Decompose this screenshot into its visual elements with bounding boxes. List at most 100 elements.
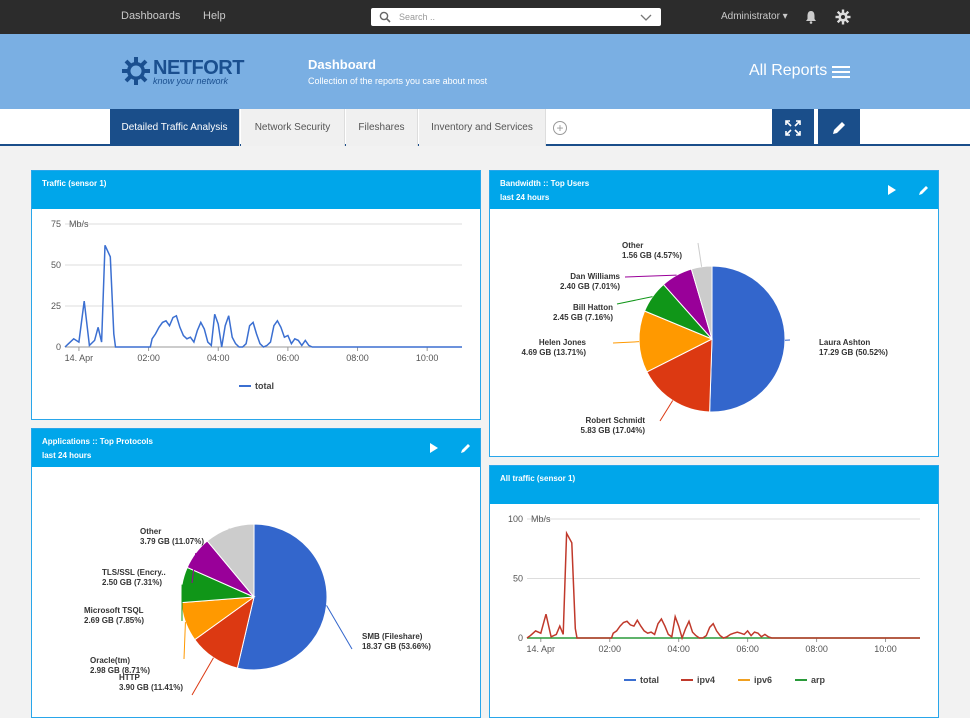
netfort-gear-logo-icon [121,56,151,86]
y-axis-unit: Mb/s [69,219,89,229]
gear-icon[interactable] [835,9,851,25]
slice-label: Oracle(tm) [90,656,130,665]
slice-value: 3.90 GB (11.41%) [119,683,183,692]
logo-tagline: know your network [153,76,228,86]
top-navigation-bar: Dashboards Help Search .. Administrator … [0,0,970,34]
slice-leader-line [698,243,702,267]
all-reports-link[interactable]: All Reports [749,62,827,80]
series-line-ipv4 [527,533,920,638]
slice-value: 2.98 GB (8.71%) [90,666,150,675]
bandwidth-panel-header: Bandwidth :: Top Users last 24 hours [490,171,938,209]
y-tick-label: 25 [51,301,61,311]
fullscreen-button[interactable] [772,109,814,146]
slice-label: Laura Ashton [819,338,870,347]
slice-value: 2.50 GB (7.31%) [102,578,162,587]
bandwidth-panel: Bandwidth :: Top Users last 24 hours Lau… [489,170,939,457]
all-traffic-panel-header: All traffic (sensor 1) [490,466,938,504]
y-tick-label: 50 [513,574,523,584]
legend-label: total [255,381,274,391]
slice-value: 5.83 GB (17.04%) [581,426,646,435]
pie-slice [710,266,785,412]
traffic-panel-header: Traffic (sensor 1) [32,171,480,209]
applications-pie-chart: SMB (Fileshare)18.37 GB (53.66%)HTTP3.90… [32,467,480,717]
hamburger-menu-icon[interactable] [832,66,850,78]
slice-label: TLS/SSL (Encry.. [102,568,166,577]
search-input[interactable]: Search .. [371,8,661,26]
x-tick-label: 14. Apr [65,353,94,363]
slice-value: 17.29 GB (50.52%) [819,348,888,357]
panel-subtitle: last 24 hours [42,451,91,460]
slice-value: 4.69 GB (13.71%) [522,348,587,357]
pencil-icon [831,120,847,136]
page-subtitle: Collection of the reports you care about… [308,76,487,86]
slice-value: 18.37 GB (53.66%) [362,642,431,651]
slice-value: 2.45 GB (7.16%) [553,313,613,322]
tab-fileshares[interactable]: Fileshares [346,109,418,146]
x-tick-label: 06:00 [277,353,300,363]
expand-icon [785,120,801,136]
slice-leader-line [184,622,185,659]
x-tick-label: 02:00 [598,644,621,654]
applications-panel: Applications :: Top Protocols last 24 ho… [31,428,481,718]
x-tick-label: 06:00 [736,644,759,654]
user-menu[interactable]: Administrator ▾ [721,11,788,22]
y-tick-label: 50 [51,260,61,270]
y-tick-label: 75 [51,219,61,229]
y-tick-label: 0 [56,342,61,352]
series-line-total [65,245,462,347]
slice-value: 2.40 GB (7.01%) [560,282,620,291]
x-tick-label: 08:00 [346,353,369,363]
page-title: Dashboard [308,57,376,72]
legend-label: total [640,675,659,685]
chevron-down-icon[interactable] [640,14,652,22]
slice-label: Robert Schmidt [585,416,645,425]
x-tick-label: 10:00 [874,644,897,654]
add-tab-icon[interactable]: + [553,121,567,135]
tab-network-security[interactable]: Network Security [241,109,345,146]
user-name: Administrator [721,11,780,22]
slice-label: Other [622,241,643,250]
legend-label: arp [811,675,826,685]
play-icon[interactable] [887,184,897,196]
legend-label: ipv4 [697,675,715,685]
applications-panel-header: Applications :: Top Protocols last 24 ho… [32,429,480,467]
search-placeholder: Search .. [399,12,435,22]
pencil-icon[interactable] [460,442,472,454]
slice-value: 3.79 GB (11.07%) [140,537,204,546]
bell-icon[interactable] [805,10,817,24]
nav-dashboards-link[interactable]: Dashboards [121,10,180,22]
slice-leader-line [192,658,213,695]
slice-leader-line [617,297,653,304]
slice-label: Other [140,527,161,536]
slice-leader-line [660,401,673,421]
y-tick-label: 0 [518,633,523,643]
y-tick-label: 100 [508,514,523,524]
slice-value: 2.69 GB (7.85%) [84,616,144,625]
slice-leader-line [327,605,352,649]
x-tick-label: 08:00 [805,644,828,654]
slice-label: Dan Williams [570,272,620,281]
play-icon[interactable] [429,442,439,454]
slice-label: Helen Jones [539,338,587,347]
edit-dashboard-button[interactable] [818,109,860,146]
panel-title: Traffic (sensor 1) [42,179,106,188]
tab-inventory-and-services[interactable]: Inventory and Services [419,109,546,146]
slice-leader-line [625,275,677,277]
x-tick-label: 14. Apr [527,644,556,654]
slice-leader-line [613,342,639,343]
slice-label: Bill Hatton [573,303,613,312]
tab-detailed-traffic-analysis[interactable]: Detailed Traffic Analysis [110,109,240,146]
slice-value: 1.56 GB (4.57%) [622,251,682,260]
panel-title: All traffic (sensor 1) [500,474,575,483]
search-icon [379,11,391,23]
nav-help-link[interactable]: Help [203,10,226,22]
panel-title: Bandwidth :: Top Users [500,179,589,188]
pencil-icon[interactable] [918,184,930,196]
slice-label: SMB (Fileshare) [362,632,423,641]
x-tick-label: 04:00 [667,644,690,654]
